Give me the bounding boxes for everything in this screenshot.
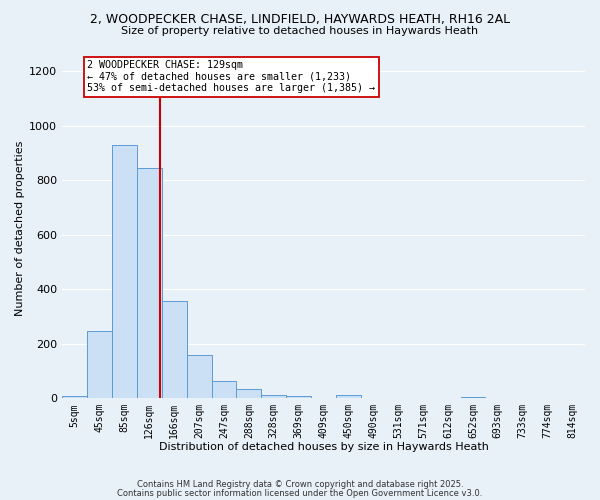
Bar	[262, 394, 286, 398]
Bar	[62, 396, 87, 398]
Bar	[162, 300, 187, 398]
Bar	[137, 168, 162, 398]
Bar	[212, 382, 236, 398]
Text: 2 WOODPECKER CHASE: 129sqm
← 47% of detached houses are smaller (1,233)
53% of s: 2 WOODPECKER CHASE: 129sqm ← 47% of deta…	[87, 60, 375, 94]
Text: 2, WOODPECKER CHASE, LINDFIELD, HAYWARDS HEATH, RH16 2AL: 2, WOODPECKER CHASE, LINDFIELD, HAYWARDS…	[90, 12, 510, 26]
Bar	[236, 388, 262, 398]
Text: Contains public sector information licensed under the Open Government Licence v3: Contains public sector information licen…	[118, 488, 482, 498]
Bar	[187, 355, 212, 398]
Text: Size of property relative to detached houses in Haywards Heath: Size of property relative to detached ho…	[121, 26, 479, 36]
X-axis label: Distribution of detached houses by size in Haywards Heath: Distribution of detached houses by size …	[158, 442, 488, 452]
Bar	[112, 144, 137, 398]
Bar	[336, 396, 361, 398]
Y-axis label: Number of detached properties: Number of detached properties	[15, 140, 25, 316]
Text: Contains HM Land Registry data © Crown copyright and database right 2025.: Contains HM Land Registry data © Crown c…	[137, 480, 463, 489]
Bar	[87, 330, 112, 398]
Bar	[461, 397, 485, 398]
Bar	[286, 396, 311, 398]
